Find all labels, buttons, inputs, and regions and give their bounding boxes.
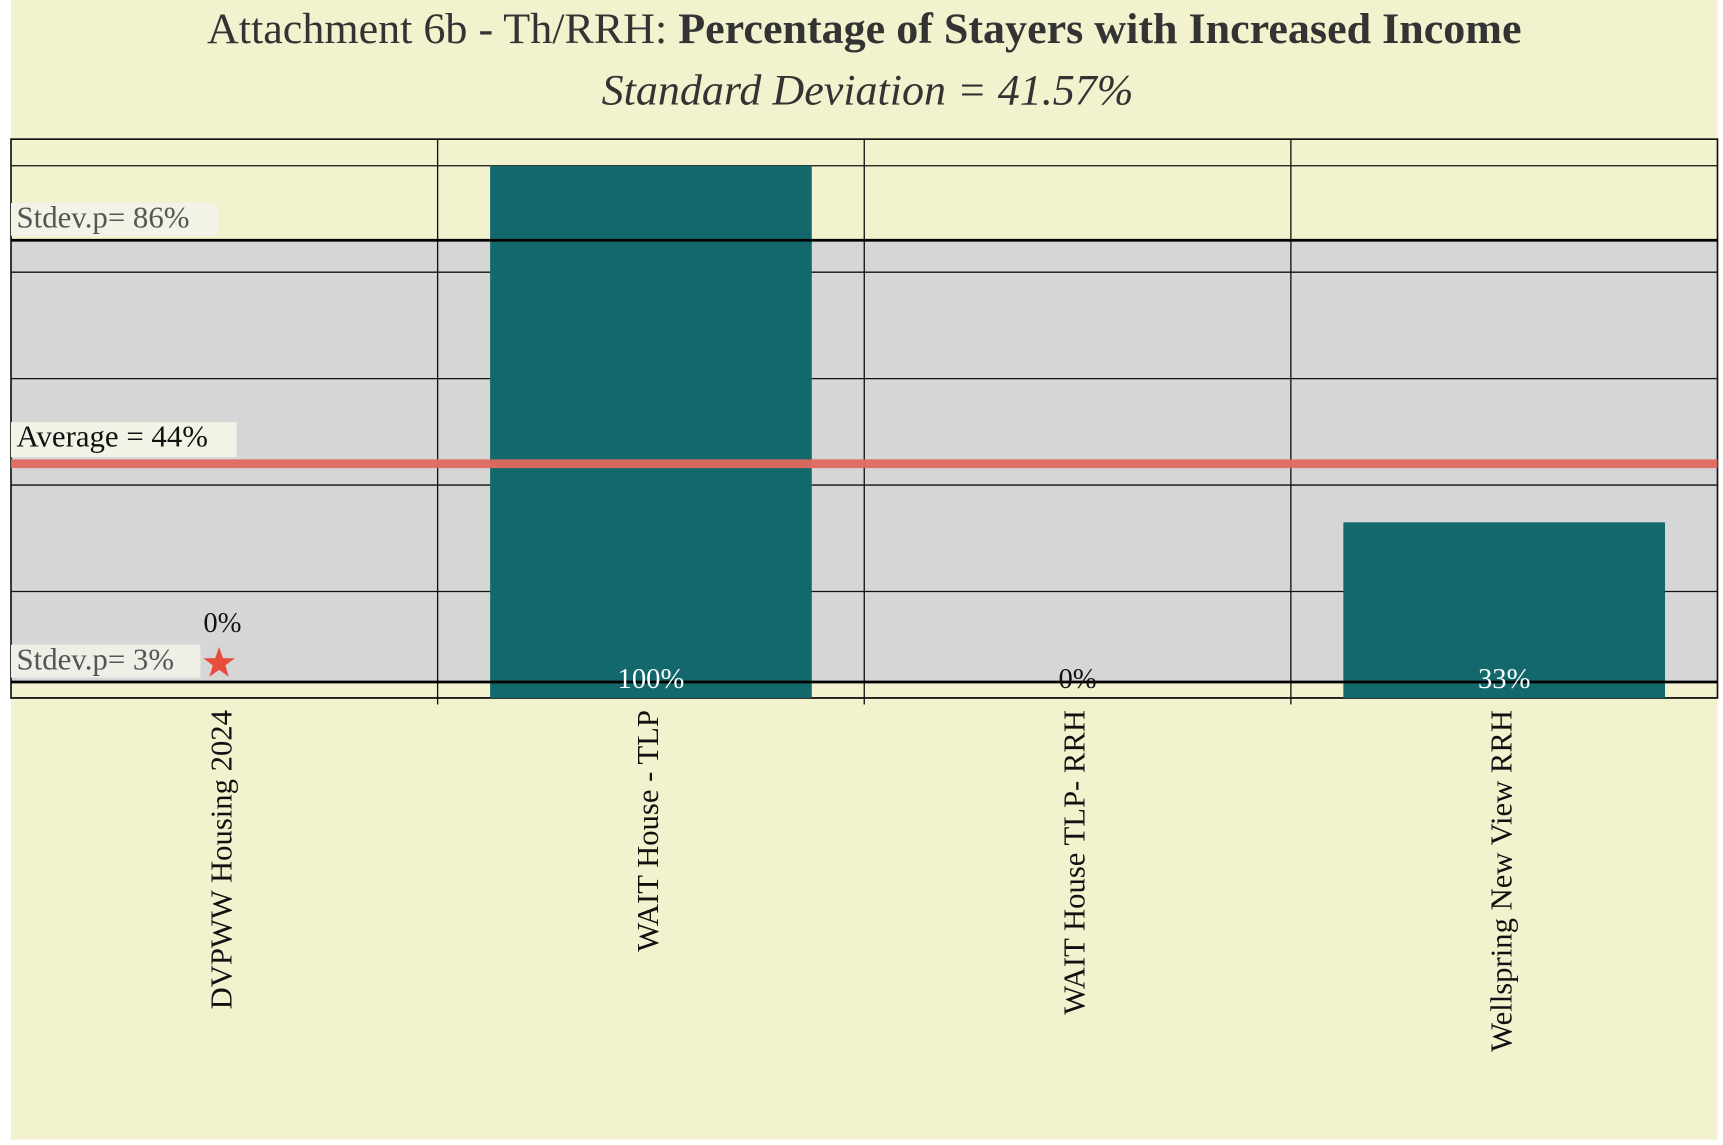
title-prefix: Attachment 6b - Th/RRH:	[207, 4, 678, 53]
star	[203, 646, 235, 677]
average-label: Average = 44%	[17, 420, 208, 454]
x-tick-label: WAIT House TLP- RRH	[1058, 710, 1092, 1015]
value-label: 0%	[203, 608, 241, 639]
x-tick-label: WAIT House - TLP	[631, 710, 665, 952]
bar	[490, 165, 812, 698]
value-label: 33%	[1478, 664, 1530, 695]
label-bg	[11, 644, 201, 678]
label-bg	[11, 203, 218, 236]
stdev-upper-label: Stdev.p= 86%	[17, 201, 190, 235]
value-label: 100%	[618, 664, 685, 695]
label-bg	[11, 422, 237, 458]
bar	[1343, 522, 1666, 698]
title-main: Percentage of Stayers with Increased Inc…	[678, 4, 1521, 53]
stdev-lower-label: Stdev.p= 3%	[17, 642, 175, 676]
value-label: 0%	[1058, 664, 1096, 695]
x-tick-label: Wellspring New View RRH	[1484, 710, 1518, 1052]
chart-subtitle: Standard Deviation = 41.57%	[602, 65, 1134, 114]
chart-title: Attachment 6b - Th/RRH: Percentage of St…	[207, 4, 1521, 53]
x-tick-label: DVPWW Housing 2024	[204, 710, 238, 1009]
